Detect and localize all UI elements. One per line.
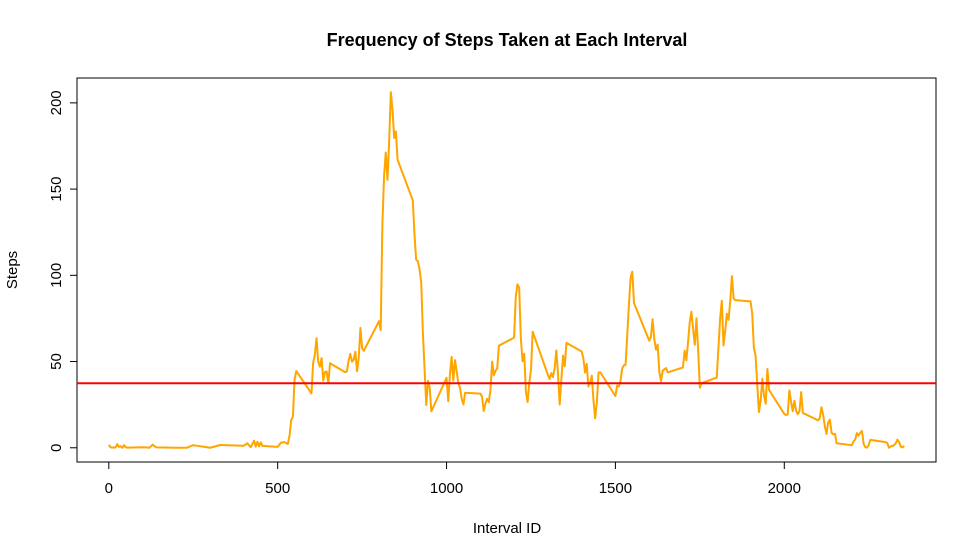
x-tick-label: 2000 <box>768 480 801 497</box>
y-tick-label: 100 <box>48 263 65 288</box>
x-tick-label: 500 <box>265 480 290 497</box>
x-tick-label: 0 <box>105 480 113 497</box>
chart-title: Frequency of Steps Taken at Each Interva… <box>327 30 688 50</box>
x-tick-label: 1500 <box>599 480 632 497</box>
plot-box <box>76 77 937 463</box>
y-axis-label: Steps <box>4 251 21 289</box>
y-tick-label: 0 <box>48 444 65 452</box>
x-axis-label: Interval ID <box>473 520 542 537</box>
y-tick-label: 150 <box>48 177 65 202</box>
x-tick-label: 1000 <box>430 480 463 497</box>
data-line <box>107 91 905 449</box>
y-tick-label: 50 <box>48 353 65 370</box>
y-tick-label: 200 <box>48 90 65 115</box>
